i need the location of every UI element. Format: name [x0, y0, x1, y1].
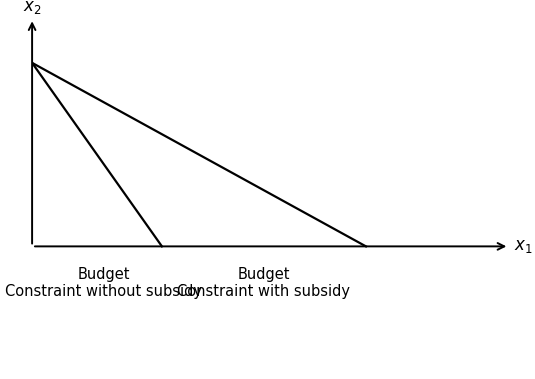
Text: Constraint with subsidy: Constraint with subsidy [178, 284, 350, 299]
Text: $x_1$: $x_1$ [514, 237, 532, 255]
Text: Budget: Budget [78, 266, 130, 282]
Text: Budget: Budget [238, 266, 290, 282]
Text: $x_2$: $x_2$ [23, 0, 41, 16]
Text: Constraint without subsidy: Constraint without subsidy [5, 284, 202, 299]
